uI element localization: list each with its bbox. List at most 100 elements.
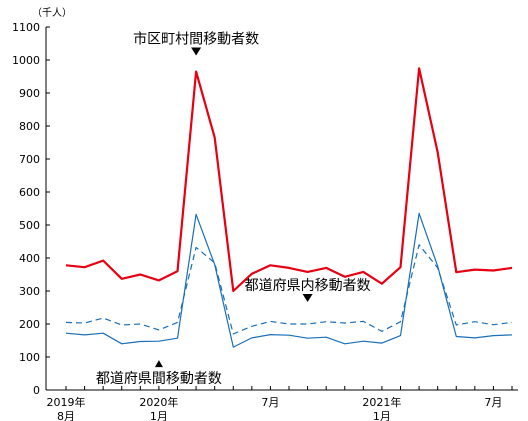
series-2-point [344, 343, 346, 345]
annotation-arrow-up [154, 360, 163, 368]
series-1-point [381, 283, 383, 285]
series-1-point [121, 278, 123, 280]
series-line-1 [65, 67, 513, 293]
series-1-point [493, 270, 495, 272]
y-tick-label: 900 [19, 87, 40, 100]
series-1-point [474, 269, 476, 271]
series-2-point [325, 336, 327, 338]
y-tick-label: 1100 [12, 21, 40, 34]
annotation-arrow-down [302, 294, 313, 302]
series-2-point [363, 340, 365, 342]
y-tick-label: 300 [19, 285, 40, 298]
series-3-point [511, 322, 513, 324]
series-1-point [177, 270, 179, 272]
series-2-point [474, 337, 476, 339]
series-1-point [232, 290, 234, 292]
annotation-arrow-down [191, 47, 202, 56]
series-1-point [102, 260, 104, 262]
series-1-point [400, 266, 402, 268]
x-tick-label-month: 1月 [150, 410, 168, 421]
series-3-point [474, 321, 476, 323]
series-2-point [270, 334, 272, 336]
series-1-point [65, 264, 67, 266]
series-line-2 [65, 212, 513, 348]
series-1-point [325, 267, 327, 269]
series-2-point [140, 341, 142, 343]
y-axis-unit-label: （千人） [32, 7, 72, 19]
series-3-point [493, 324, 495, 326]
y-tick-label: 600 [19, 186, 40, 199]
series-2-point [158, 340, 160, 342]
series-3-point [400, 321, 402, 323]
series-2-point [65, 332, 67, 334]
y-tick-label: 700 [19, 153, 40, 166]
x-tick-label: 2021年 [362, 395, 401, 409]
series-annotation-label: 都道府県間移動者数 [96, 371, 222, 387]
x-tick-label: 7月 [484, 396, 502, 409]
series-2-point [288, 334, 290, 336]
series-3-point [437, 267, 439, 269]
series-2-point [251, 337, 253, 339]
series-3-point [381, 330, 383, 332]
series-3-point [102, 317, 104, 319]
series-2-point [511, 334, 513, 336]
series-3-point [251, 326, 253, 328]
series-3-point [270, 321, 272, 323]
series-1-point [307, 271, 309, 273]
y-tick-label: 0 [33, 384, 40, 397]
series-2-point [121, 343, 123, 345]
series-2-point [455, 336, 457, 338]
series-1-point [140, 274, 142, 276]
series-1-point [84, 266, 86, 268]
series-2-point [84, 334, 86, 336]
series-2-point [102, 332, 104, 334]
series-3-point [232, 333, 234, 335]
y-tick-label: 1000 [12, 54, 40, 67]
y-tick-label: 200 [19, 318, 40, 331]
series-3-point [177, 322, 179, 324]
series-3-point [195, 247, 197, 249]
x-tick-label-month: 1月 [373, 410, 391, 421]
series-2-point [400, 335, 402, 337]
y-tick-label: 100 [19, 351, 40, 364]
series-2-point [214, 264, 216, 266]
series-line-3 [65, 244, 513, 335]
y-tick-label: 800 [19, 120, 40, 133]
series-2-point [418, 213, 420, 215]
series-1-point [418, 67, 420, 69]
x-tick-label: 2019年 [47, 395, 86, 409]
series-3-point [158, 329, 160, 331]
series-2-point [493, 335, 495, 337]
series-2-point [195, 214, 197, 216]
series-2-point [232, 346, 234, 348]
series-3-point [325, 321, 327, 323]
series-3-point [121, 324, 123, 326]
series-2-point [381, 342, 383, 344]
x-tick-label: 7月 [261, 396, 279, 409]
series-3-point [84, 322, 86, 324]
series-3-point [307, 323, 309, 325]
series-3-point [65, 322, 67, 324]
series-1-point [511, 267, 513, 269]
series-1-point [158, 280, 160, 282]
series-3-point [140, 323, 142, 325]
x-tick-label: 2020年 [139, 395, 178, 409]
series-1-point [455, 271, 457, 273]
series-1-point [214, 137, 216, 139]
y-tick-label: 500 [19, 219, 40, 232]
series-3-point [363, 321, 365, 323]
series-annotation-label: 市区町村間移動者数 [133, 31, 259, 48]
series-2-point [307, 337, 309, 339]
series-1-point [251, 273, 253, 275]
series-1-point [437, 152, 439, 154]
series-3-point [214, 262, 216, 264]
series-2-point [177, 337, 179, 339]
series-3-point [288, 323, 290, 325]
y-tick-label: 400 [19, 252, 40, 265]
series-1-point [195, 71, 197, 73]
series-3-point [344, 322, 346, 324]
series-3-point [418, 244, 420, 246]
series-annotation-label: 都道府県内移動者数 [245, 278, 371, 294]
series-1-point [288, 267, 290, 269]
